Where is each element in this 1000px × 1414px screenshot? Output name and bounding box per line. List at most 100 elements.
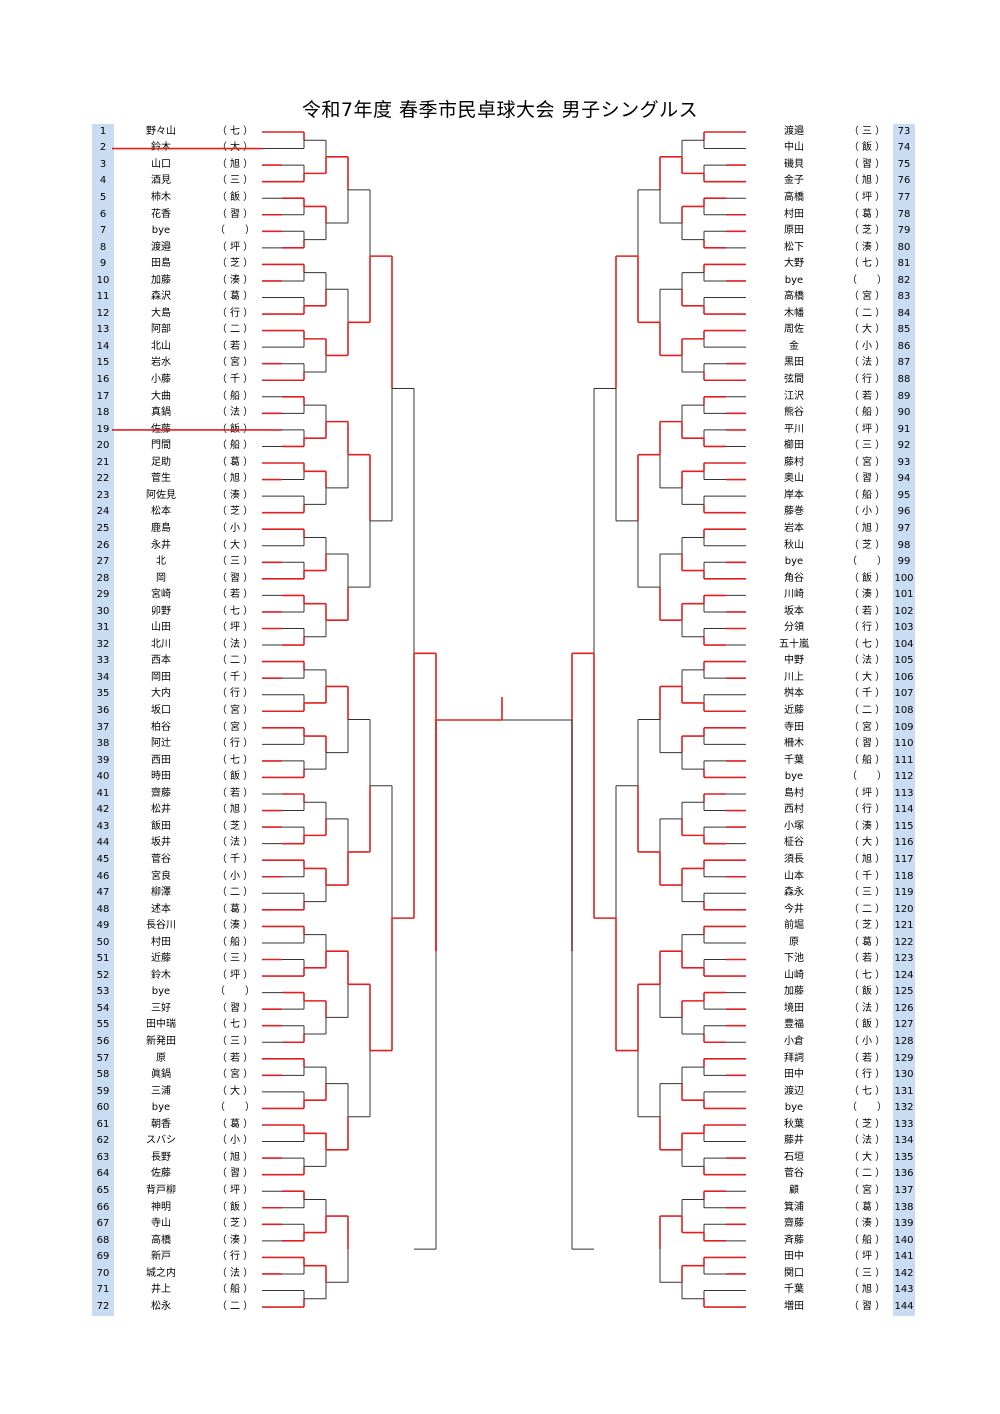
right-number-band xyxy=(893,124,915,1316)
entry-row: 川崎 （ 湊 ） 101 xyxy=(0,587,1000,604)
entry-number: 69 xyxy=(96,1251,110,1263)
player-affiliation: （ ） xyxy=(847,556,887,568)
player-affiliation: （ 二 ） xyxy=(216,887,254,899)
entry-number: 102 xyxy=(894,605,914,617)
player-name: 阿佐見 xyxy=(146,489,176,501)
player-name: 桝本 xyxy=(784,688,804,700)
entry-row: 拜詞 （ 若 ） 129 xyxy=(0,1051,1000,1068)
entry-number: 103 xyxy=(894,622,914,634)
entry-number: 84 xyxy=(897,307,911,319)
player-affiliation: （ ） xyxy=(215,1102,255,1114)
entry-row: 17 大曲 （ 船 ） xyxy=(0,389,1000,406)
player-name: 田中瑞 xyxy=(146,1019,176,1031)
player-affiliation: （ 三 ） xyxy=(216,556,254,568)
player-affiliation: （ 芝 ） xyxy=(848,920,886,932)
player-affiliation: （ 習 ） xyxy=(848,158,886,170)
entry-number: 121 xyxy=(894,920,914,932)
player-name: 木幡 xyxy=(784,307,804,319)
entry-row: 加藤 （ 飯 ） 125 xyxy=(0,984,1000,1001)
entry-row: 25 鹿島 （ 小 ） xyxy=(0,521,1000,538)
entry-row: 齋藤 （ 湊 ） 139 xyxy=(0,1216,1000,1233)
entry-number: 18 xyxy=(96,407,110,419)
entry-row: 箕浦 （ 葛 ） 138 xyxy=(0,1200,1000,1217)
player-name: 新発田 xyxy=(146,1036,176,1047)
player-name: 金子 xyxy=(784,175,804,187)
player-name: bye xyxy=(151,986,171,998)
entry-number: 98 xyxy=(897,539,911,551)
player-name: 江沢 xyxy=(784,390,804,402)
entry-number: 108 xyxy=(894,705,914,716)
player-name: 花香 xyxy=(151,208,171,220)
entry-number: 39 xyxy=(96,754,110,766)
player-affiliation: （ 船 ） xyxy=(848,754,886,766)
player-name: 下池 xyxy=(784,953,804,965)
entry-number: 129 xyxy=(894,1052,914,1064)
entry-row: 15 岩水 （ 宮 ） xyxy=(0,355,1000,372)
player-affiliation: （ 七 ） xyxy=(216,1019,254,1031)
entry-number: 127 xyxy=(894,1019,914,1031)
entry-number: 115 xyxy=(894,820,914,832)
player-name: bye xyxy=(784,274,804,286)
entry-number: 136 xyxy=(894,1168,914,1180)
player-name: 森沢 xyxy=(151,291,171,303)
player-affiliation: （ 小 ） xyxy=(848,1036,886,1047)
entry-number: 122 xyxy=(894,936,914,948)
entry-row: 71 井上 （ 船 ） xyxy=(0,1282,1000,1299)
player-affiliation: （ 坪 ） xyxy=(848,191,886,203)
player-affiliation: （ 船 ） xyxy=(848,407,886,419)
player-affiliation: （ 習 ） xyxy=(848,738,886,750)
player-name: 豊福 xyxy=(784,1019,804,1031)
player-affiliation: （ 旭 ） xyxy=(216,473,254,485)
entry-row: 今井 （ 二 ） 120 xyxy=(0,902,1000,919)
player-name: 原 xyxy=(156,1052,166,1064)
player-affiliation: （ 船 ） xyxy=(216,1284,254,1296)
entry-number: 2 xyxy=(99,142,107,154)
player-name: 中山 xyxy=(784,142,804,154)
player-affiliation: （ 飯 ） xyxy=(216,191,254,203)
entry-number: 35 xyxy=(96,688,110,700)
entry-number: 3 xyxy=(99,158,107,170)
entry-number: 21 xyxy=(96,456,110,468)
player-affiliation: （ 七 ） xyxy=(848,969,886,981)
entry-row: bye （ ） 112 xyxy=(0,769,1000,786)
entry-row: 渡辺 （ 七 ） 131 xyxy=(0,1084,1000,1101)
player-name: 眞鍋 xyxy=(151,1069,171,1081)
player-name: 奥山 xyxy=(784,473,804,485)
player-name: 松下 xyxy=(784,241,804,253)
player-name: 秋山 xyxy=(784,539,804,551)
player-affiliation: （ 葛 ） xyxy=(848,936,886,948)
entry-row: 山崎 （ 七 ） 124 xyxy=(0,968,1000,985)
entry-row: 12 大島 （ 行 ） xyxy=(0,306,1000,323)
entry-row: 41 齋藤 （ 若 ） xyxy=(0,786,1000,803)
player-name: 渡邉 xyxy=(784,125,804,137)
player-name: 中野 xyxy=(784,655,804,667)
player-affiliation: （ 葛 ） xyxy=(216,1118,254,1130)
player-name: 小倉 xyxy=(784,1036,804,1047)
player-name: 柏谷 xyxy=(151,721,171,733)
player-name: 新戸 xyxy=(151,1251,171,1263)
player-name: 川崎 xyxy=(784,589,804,601)
player-affiliation: （ 大 ） xyxy=(848,1151,886,1163)
entry-number: 66 xyxy=(96,1201,110,1213)
entry-number: 52 xyxy=(96,969,110,981)
player-name: bye xyxy=(151,225,171,237)
entry-number: 43 xyxy=(96,820,110,832)
entry-row: 坂本 （ 若 ） 102 xyxy=(0,604,1000,621)
player-name: bye xyxy=(784,1102,804,1114)
player-name: 柳澤 xyxy=(151,887,171,899)
entry-number: 67 xyxy=(96,1218,110,1230)
entry-number: 133 xyxy=(894,1118,914,1130)
player-name: 櫛田 xyxy=(784,440,804,452)
entry-number: 105 xyxy=(894,655,914,667)
player-name: 加藤 xyxy=(151,274,171,286)
entry-number: 131 xyxy=(894,1085,914,1097)
entry-number: 139 xyxy=(894,1218,914,1230)
entry-row: 14 北山 （ 若 ） xyxy=(0,339,1000,356)
entry-row: 29 宮崎 （ 若 ） xyxy=(0,587,1000,604)
player-name: 田中 xyxy=(784,1069,804,1081)
player-affiliation: （ 千 ） xyxy=(216,671,254,683)
entry-number: 94 xyxy=(897,473,911,485)
player-name: 磯貝 xyxy=(784,158,804,170)
player-affiliation: （ 三 ） xyxy=(848,125,886,137)
entry-row: 68 高橋 （ 湊 ） xyxy=(0,1233,1000,1250)
